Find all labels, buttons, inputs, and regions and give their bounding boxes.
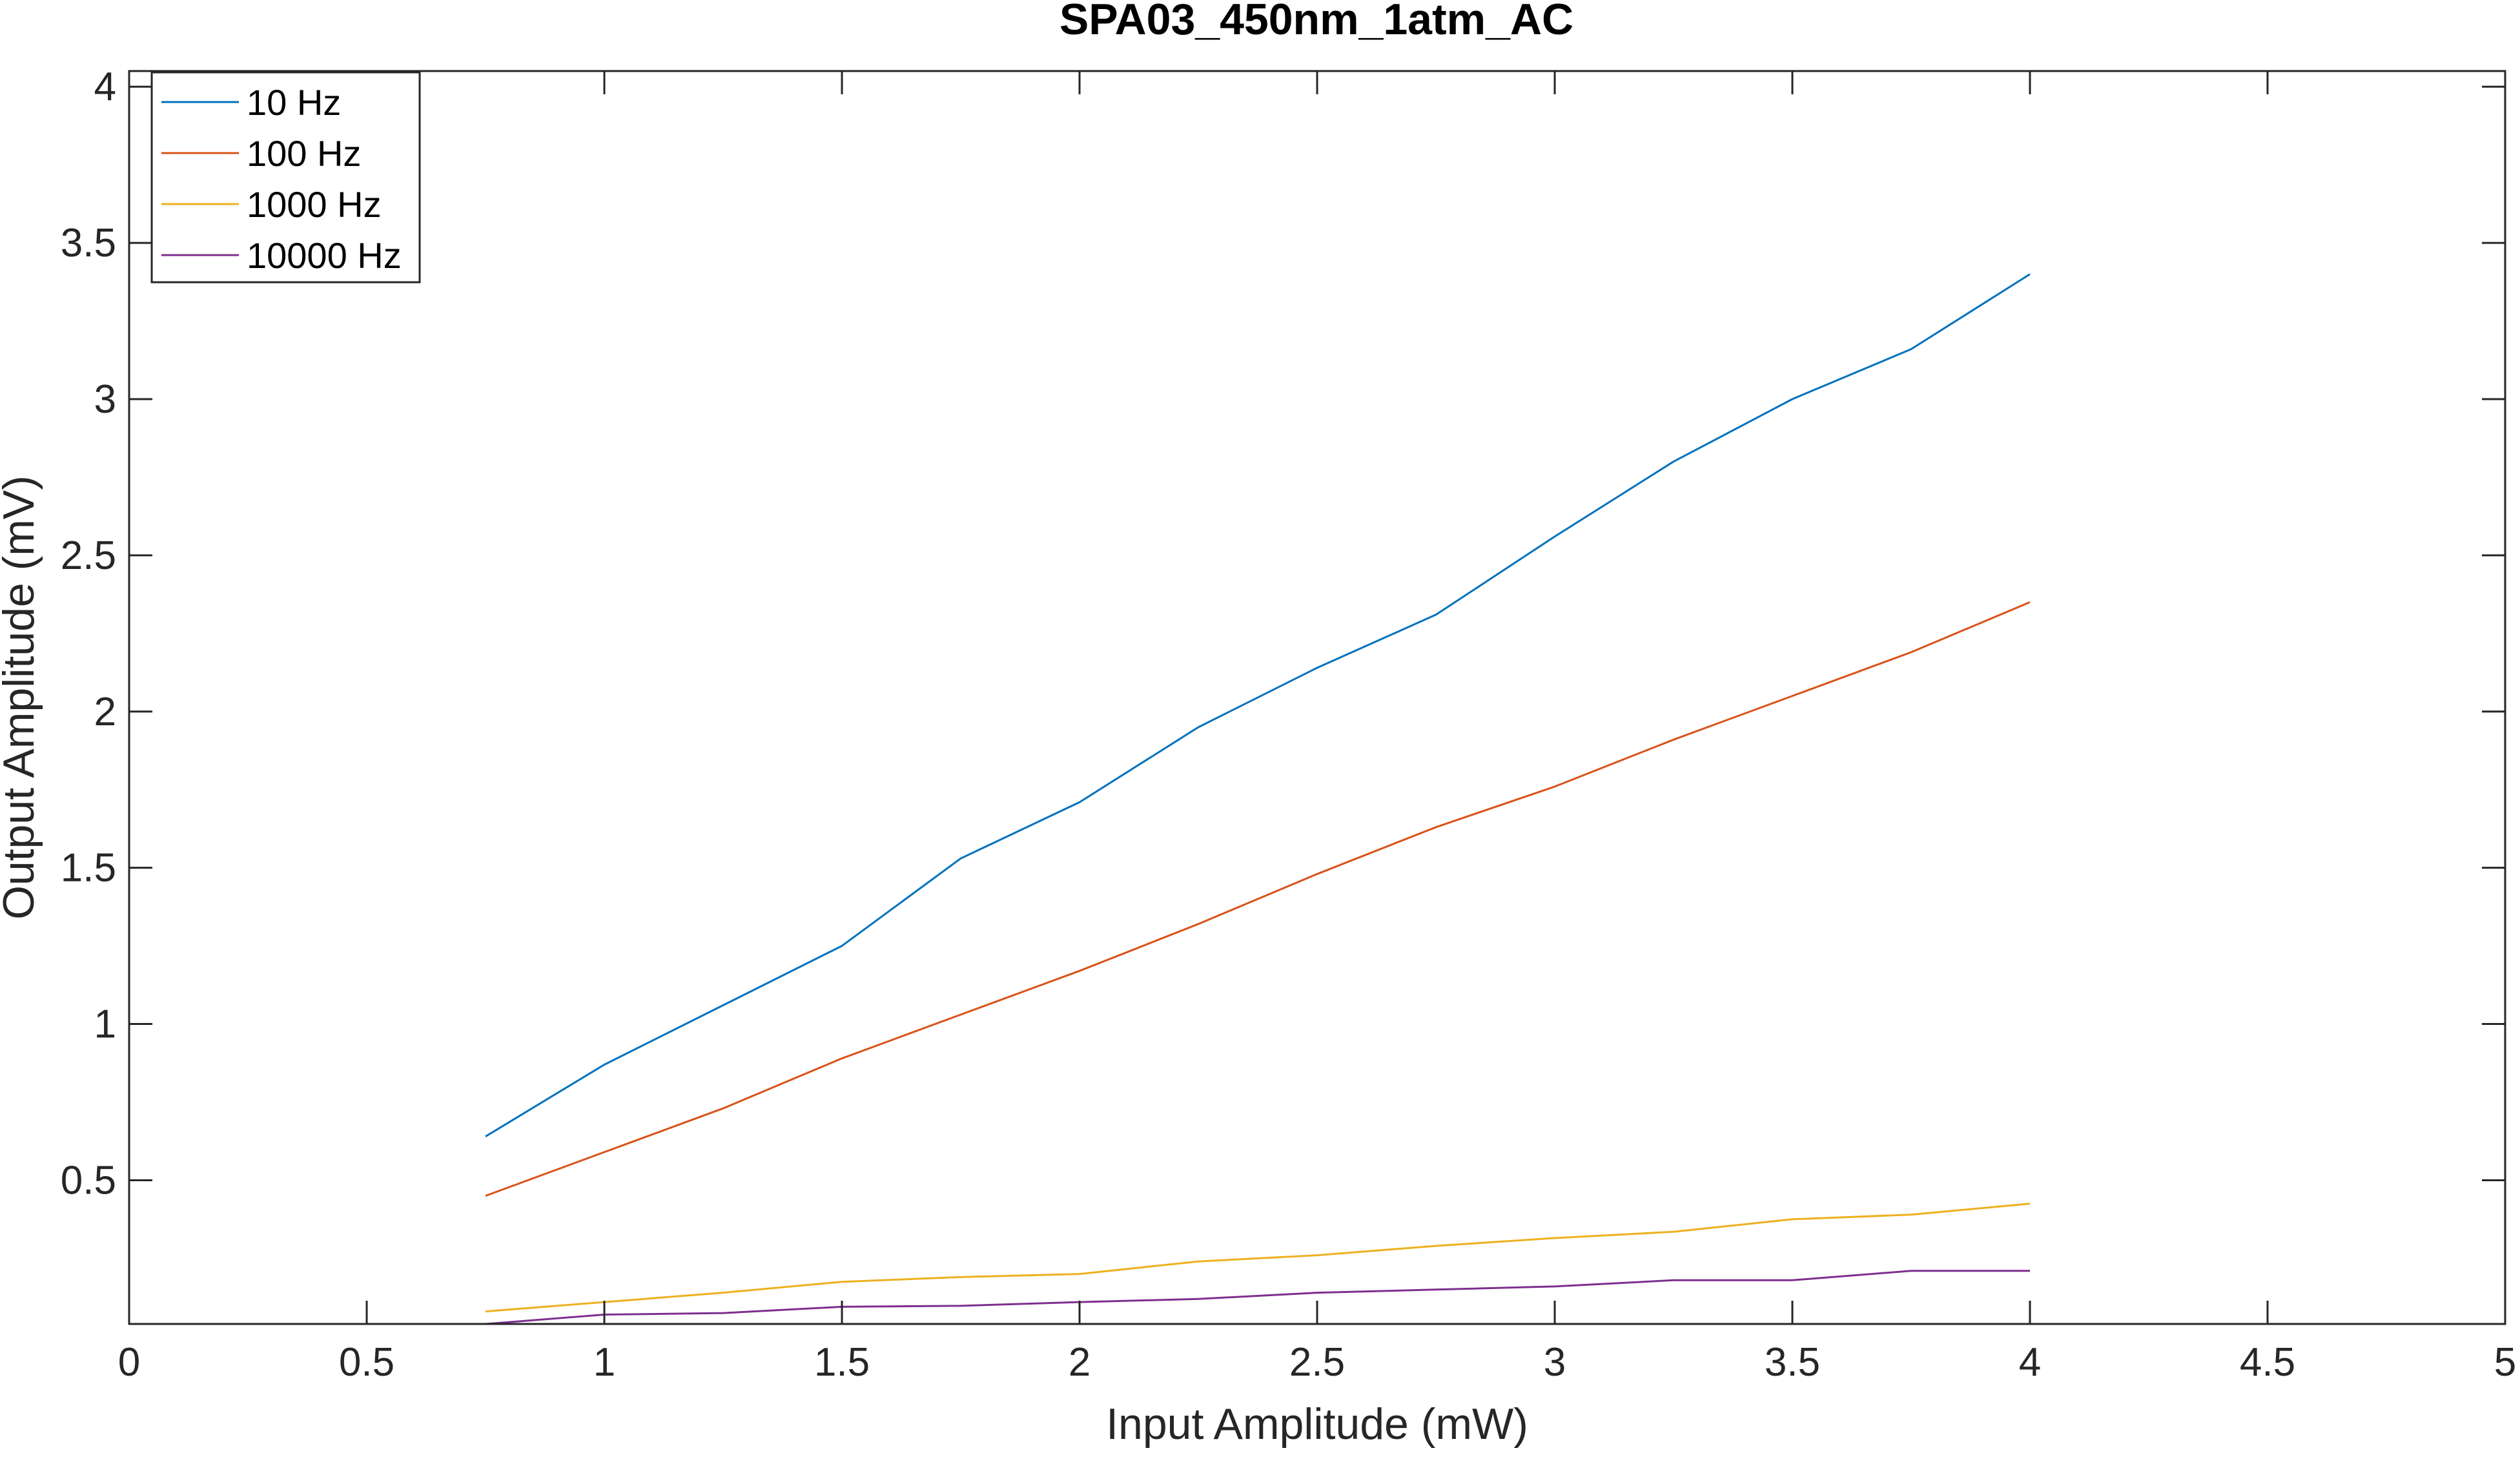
y-tick-label: 0.5	[61, 1158, 116, 1203]
x-tick-label: 0.5	[339, 1340, 394, 1385]
x-axis-label: Input Amplitude (mW)	[1106, 1400, 1528, 1449]
x-tick-label: 0	[118, 1340, 140, 1385]
y-axis-ticks: 0.5 1 1.5 2 2.5 3 3.5 4	[61, 65, 2505, 1203]
y-tick-label: 1	[94, 1002, 116, 1047]
y-tick-label: 4	[94, 65, 116, 109]
series-line-10000-hz	[485, 1270, 2030, 1325]
legend-label: 1000 Hz	[247, 184, 382, 225]
x-tick-label: 1	[593, 1340, 615, 1385]
x-tick-label: 3.5	[1765, 1340, 1820, 1385]
legend-box	[150, 71, 421, 284]
x-tick-label: 4.5	[2240, 1340, 2295, 1385]
plot-background	[129, 71, 2505, 1324]
x-tick-label: 2	[1069, 1340, 1091, 1385]
x-tick-label: 4	[2019, 1340, 2041, 1385]
plot-area: 0 0.5 1 1.5 2 2.5 3 3.5 4 4.5 5 0.5 1 1.5 2 2.5 3 3.5 4	[61, 65, 2516, 1385]
x-axis-ticks: 0 0.5 1 1.5 2 2.5 3 3.5 4 4.5 5	[118, 71, 2516, 1385]
legend-label: 100 Hz	[247, 133, 361, 174]
x-tick-label: 2.5	[1289, 1340, 1345, 1385]
y-tick-label: 3	[94, 377, 116, 422]
x-tick-label: 5	[2494, 1340, 2516, 1385]
y-tick-label: 3.5	[61, 221, 116, 265]
y-axis-label: Output Amplitude (mV)	[0, 475, 43, 920]
y-tick-label: 1.5	[61, 846, 116, 891]
y-tick-label: 2.5	[61, 533, 116, 578]
y-tick-label: 2	[94, 690, 116, 734]
legend-label: 10000 Hz	[247, 235, 402, 276]
x-tick-label: 3	[1544, 1340, 1566, 1385]
x-tick-label: 1.5	[814, 1340, 870, 1385]
legend-label: 10 Hz	[247, 82, 341, 123]
series-line-100-hz	[485, 601, 2031, 1197]
chart-title: SPA03_450nm_1atm_AC	[1060, 0, 1573, 44]
legend-entries: 10 Hz 100 Hz 1000 Hz 10000 Hz	[161, 82, 402, 276]
series-line-10-hz	[485, 273, 2031, 1137]
legend: 10 Hz 100 Hz 1000 Hz 10000 Hz	[150, 71, 421, 284]
series-line-1000-hz	[485, 1203, 2031, 1313]
series-layer	[485, 273, 2031, 1325]
